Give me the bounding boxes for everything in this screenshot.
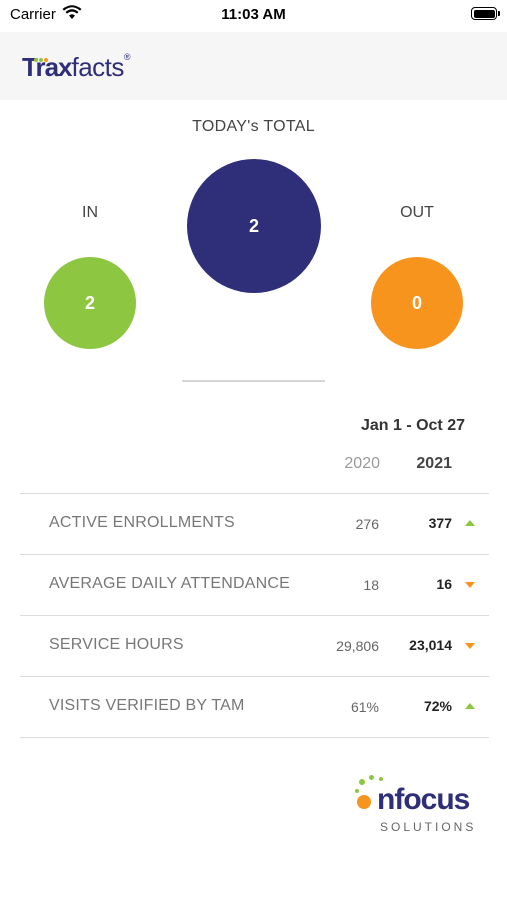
out-count-circle[interactable]: 0: [371, 257, 463, 349]
metric-prev-value: 29,806: [336, 638, 379, 654]
total-count-value: 2: [248, 215, 259, 236]
nfocus-solutions-logo: nfocus SOLUTIONS: [355, 775, 495, 840]
status-bar: Carrier 11:03 AM: [0, 0, 507, 32]
metric-prev-value: 61%: [350, 699, 379, 715]
traxfacts-logo: Traxfacts®: [22, 52, 131, 82]
logo-facts-text: facts: [71, 52, 125, 82]
trend-up-icon: [465, 703, 475, 709]
metric-label: AVERAGE DAILY ATTENDANCE: [49, 575, 291, 592]
solutions-text: SOLUTIONS: [380, 820, 477, 834]
total-count-circle[interactable]: 2: [187, 159, 321, 293]
date-range: Jan 1 - Oct 27: [360, 417, 465, 434]
metric-prev-value: 276: [355, 516, 379, 532]
metrics-table: ACTIVE ENROLLMENTS 276 377 AVERAGE DAILY…: [20, 493, 489, 738]
metric-row-active-enrollments[interactable]: ACTIVE ENROLLMENTS 276 377: [20, 493, 489, 554]
trend-down-icon: [465, 643, 475, 649]
clock: 11:03 AM: [221, 6, 286, 23]
section-divider: [182, 380, 325, 382]
trend-down-icon: [465, 582, 475, 588]
in-count-value: 2: [84, 292, 95, 313]
logo-dots: [34, 49, 54, 62]
year-previous-header: 2020: [344, 455, 380, 472]
metric-row-average-daily-attendance[interactable]: AVERAGE DAILY ATTENDANCE 18 16: [20, 554, 489, 615]
metric-label: VISITS VERIFIED BY TAM: [49, 697, 245, 714]
metric-curr-value: 23,014: [409, 637, 452, 653]
metric-curr-value: 72%: [423, 698, 452, 714]
app-header: Traxfacts®: [0, 32, 507, 100]
metric-label: SERVICE HOURS: [49, 636, 184, 653]
in-label: IN: [82, 204, 98, 221]
carrier-label: Carrier: [10, 6, 56, 23]
out-label: OUT: [400, 204, 434, 221]
year-current-header: 2021: [416, 455, 452, 472]
logo-trax-text: Trax: [22, 52, 72, 82]
out-count-value: 0: [411, 292, 422, 313]
in-count-circle[interactable]: 2: [44, 257, 136, 349]
battery-icon: [471, 7, 500, 20]
trend-up-icon: [465, 520, 475, 526]
nfocus-wordmark: nfocus: [377, 783, 470, 816]
metric-row-visits-verified[interactable]: VISITS VERIFIED BY TAM 61% 72%: [20, 676, 489, 738]
todays-total-title: TODAY's TOTAL: [192, 118, 315, 135]
metric-prev-value: 18: [363, 577, 379, 593]
registered-mark: ®: [123, 52, 131, 62]
metric-row-service-hours[interactable]: SERVICE HOURS 29,806 23,014: [20, 615, 489, 676]
metric-curr-value: 377: [428, 515, 452, 531]
metric-label: ACTIVE ENROLLMENTS: [49, 514, 235, 531]
wifi-icon: [62, 5, 82, 25]
metric-curr-value: 16: [436, 576, 452, 592]
